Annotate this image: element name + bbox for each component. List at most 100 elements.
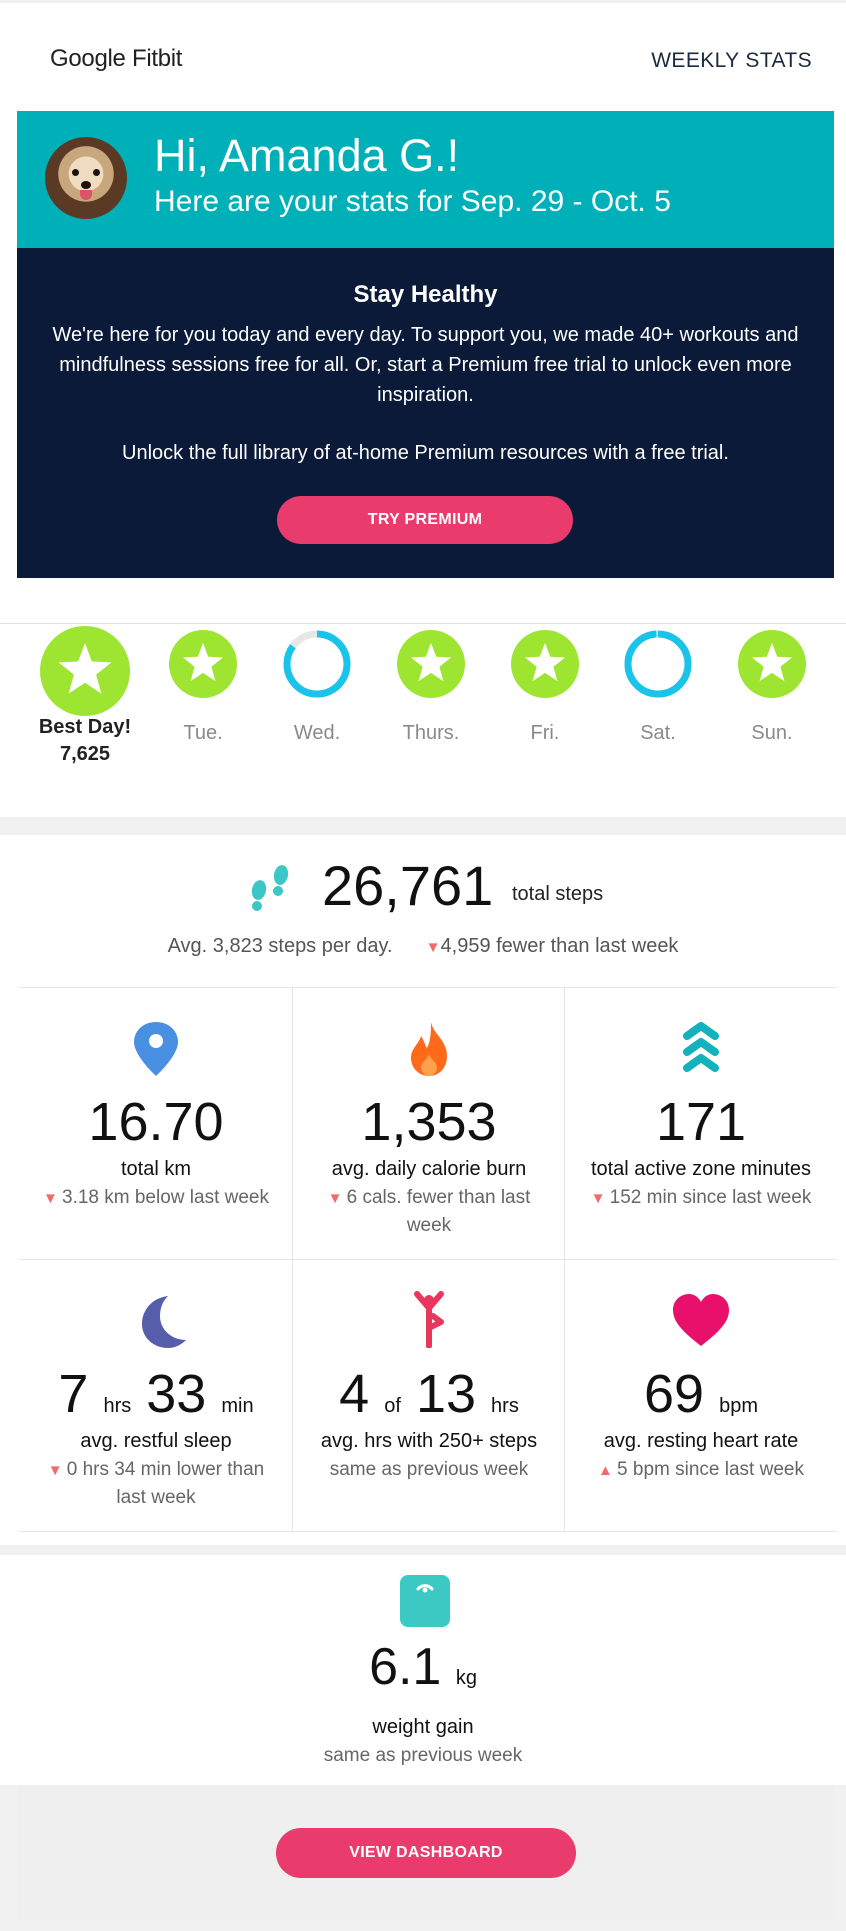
stat-change: ▼ 152 min since last week xyxy=(579,1184,823,1212)
day-label-text: Thurs. xyxy=(402,722,460,744)
chevrons-up-icon xyxy=(683,1022,719,1072)
stat-unit: of xyxy=(384,1395,401,1417)
stat-change-text: 5 bpm since last week xyxy=(617,1459,804,1480)
goal-star-icon xyxy=(511,630,579,698)
best-day-steps: 7,625 xyxy=(59,743,111,765)
steps-average: Avg. 3,823 steps per day. xyxy=(167,935,393,957)
day-label: Thurs. xyxy=(376,722,486,745)
greeting-title: Hi, Amanda G.! xyxy=(154,130,460,181)
weekly-days-strip: Best Day! 7,625 Tue. Wed. Thurs. Fri. Sat. Sun. xyxy=(0,623,846,817)
stat-unit: hrs xyxy=(103,1395,132,1417)
stat-unit: bpm xyxy=(719,1395,758,1417)
stretching-person-icon xyxy=(414,1291,444,1348)
day-label: Sun. xyxy=(717,722,827,745)
stat-value-total: 13 xyxy=(415,1364,477,1424)
moon-icon xyxy=(142,1296,186,1348)
stat-label: avg. hrs with 250+ steps xyxy=(320,1430,538,1452)
total-steps-value: 26,761 xyxy=(322,854,494,917)
stat-label: total active zone minutes xyxy=(590,1158,812,1180)
stat-change: ▲ 5 bpm since last week xyxy=(579,1456,823,1484)
day-label: Best Day! 7,625 xyxy=(30,714,140,768)
stat-value-bpm: 69 xyxy=(644,1364,705,1424)
weight-label: weight gain xyxy=(372,1716,474,1738)
stat-change: ▼ 6 cals. fewer than last week xyxy=(307,1184,551,1239)
flame-icon xyxy=(411,1022,447,1076)
day-label: Tue. xyxy=(148,722,258,745)
down-arrow-icon: ▼ xyxy=(47,1462,67,1479)
avatar-eye xyxy=(72,169,79,176)
stat-change: same as previous week xyxy=(307,1456,551,1483)
stat-unit: hrs xyxy=(491,1395,519,1417)
stats-grid: 16.70 total km ▼ 3.18 km below last week… xyxy=(20,987,837,1532)
stat-label: total km xyxy=(120,1158,192,1180)
goal-star-icon xyxy=(397,630,465,698)
stat-value-hours: 7 xyxy=(58,1364,89,1424)
progress-ring-icon xyxy=(624,630,692,698)
promo-text: We're here for you today and every day. … xyxy=(52,324,799,406)
scale-icon xyxy=(400,1575,450,1627)
header-card: Google Fitbit WEEKLY STATS Hi, Amanda G.… xyxy=(0,3,846,623)
stat-unit: min xyxy=(221,1395,254,1417)
stat-change-text: same as previous week xyxy=(329,1459,529,1480)
avatar-nose xyxy=(81,181,91,189)
day-label-text: Sat. xyxy=(640,722,676,744)
day-label-text: Best Day! xyxy=(38,716,132,738)
stat-active-zone: 171 total active zone minutes ▼ 152 min … xyxy=(564,988,837,1260)
stat-label: avg. daily calorie burn xyxy=(331,1158,527,1180)
day-label-text: Tue. xyxy=(183,722,223,744)
stat-change-text: 0 hrs 34 min lower than last week xyxy=(66,1459,265,1508)
stat-label: avg. resting heart rate xyxy=(603,1430,799,1452)
weight-change: same as previous week xyxy=(323,1745,523,1766)
greeting-subtitle: Here are your stats for Sep. 29 - Oct. 5 xyxy=(154,185,671,218)
down-arrow-icon: ▼ xyxy=(327,1190,347,1207)
avatar-eye xyxy=(93,169,100,176)
steps-change: 4,959 fewer than last week xyxy=(440,935,679,957)
stat-value: 1,353 xyxy=(361,1092,497,1152)
day-label-text: Wed. xyxy=(293,722,341,744)
stat-value: 16.70 xyxy=(88,1092,224,1152)
down-arrow-icon: ▼ xyxy=(590,1190,610,1207)
stat-change: ▼ 0 hrs 34 min lower than last week xyxy=(34,1456,278,1511)
weight-number: 6.1 xyxy=(369,1638,442,1696)
stat-calories: 1,353 avg. daily calorie burn ▼ 6 cals. … xyxy=(292,988,565,1260)
promo-title: Stay Healthy xyxy=(353,281,498,308)
up-arrow-icon: ▲ xyxy=(598,1462,618,1479)
day-label: Sat. xyxy=(603,722,713,745)
total-steps-label: total steps xyxy=(512,883,604,905)
stat-label: avg. restful sleep xyxy=(80,1430,232,1452)
brand-logo[interactable]: Google Fitbit xyxy=(50,45,183,72)
footsteps-icon xyxy=(251,865,289,911)
greeting-banner: Hi, Amanda G.! Here are your stats for S… xyxy=(17,111,834,248)
footer-panel: VIEW DASHBOARD xyxy=(17,1785,834,1920)
promo-text-secondary: Unlock the full library of at-home Premi… xyxy=(122,442,729,464)
stat-value-minutes: 33 xyxy=(146,1364,207,1424)
weight-unit: kg xyxy=(455,1667,477,1689)
view-dashboard-button[interactable]: VIEW DASHBOARD xyxy=(276,1828,576,1878)
weekly-stats-link[interactable]: WEEKLY STATS xyxy=(651,49,812,72)
weight-value: 6.1 kg xyxy=(0,1637,846,1697)
avatar-tongue xyxy=(80,190,92,200)
stat-change-text: 152 min since last week xyxy=(609,1187,812,1208)
avatar xyxy=(45,137,127,219)
day-label: Fri. xyxy=(490,722,600,745)
weight-card: 6.1 kg weight gain same as previous week xyxy=(0,1555,846,1785)
stat-value: 7 hrs 33 min xyxy=(20,1362,292,1438)
progress-ring-icon xyxy=(283,630,351,698)
goal-star-icon xyxy=(169,630,237,698)
stat-value-hours: 4 xyxy=(339,1364,370,1424)
promo-panel: Stay Healthy We're here for you today an… xyxy=(17,248,834,578)
day-label-text: Sun. xyxy=(751,722,793,744)
location-pin-icon xyxy=(134,1022,178,1076)
stat-distance: 16.70 total km ▼ 3.18 km below last week xyxy=(20,988,292,1260)
stat-sleep: 7 hrs 33 min avg. restful sleep ▼ 0 hrs … xyxy=(20,1260,292,1532)
stat-value: 4 of 13 hrs xyxy=(293,1362,565,1438)
stat-change-text: 6 cals. fewer than last week xyxy=(346,1187,531,1236)
day-label-text: Fri. xyxy=(530,722,560,744)
down-arrow-icon: ▼ xyxy=(42,1190,62,1207)
try-premium-button[interactable]: TRY PREMIUM xyxy=(277,496,573,544)
heart-icon xyxy=(673,1294,729,1346)
stat-value: 69 bpm xyxy=(565,1362,837,1438)
stat-heart-rate: 69 bpm avg. resting heart rate ▲ 5 bpm s… xyxy=(564,1260,837,1532)
day-label: Wed. xyxy=(262,722,372,745)
